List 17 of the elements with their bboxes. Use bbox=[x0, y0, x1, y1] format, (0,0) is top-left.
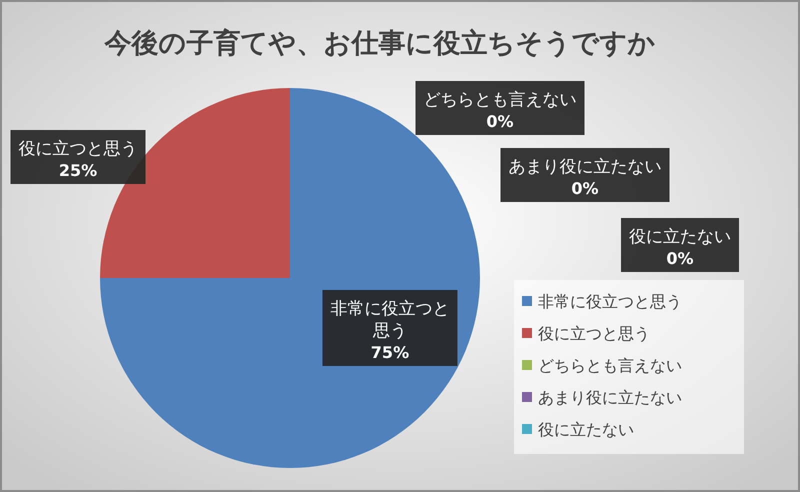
data-label: 75% bbox=[370, 342, 410, 362]
chart-title: 今後の子育てや、お仕事に役立ちそうですか bbox=[104, 28, 656, 59]
legend-label: 役に立たない bbox=[538, 420, 634, 439]
legend-label: どちらとも言えない bbox=[538, 356, 682, 375]
pie-slice bbox=[100, 88, 290, 278]
category-label: あまり役に立たない bbox=[508, 157, 662, 177]
text: 0% bbox=[486, 112, 514, 131]
slice-label: 役に立つと思う bbox=[18, 139, 138, 159]
slice-label: 非常に役立つと思う bbox=[330, 298, 450, 341]
text: 0% bbox=[571, 179, 599, 198]
text: 0% bbox=[666, 249, 694, 268]
category-label: 役に立たない bbox=[629, 227, 731, 247]
legend-label: 非常に役立つと思う bbox=[538, 292, 682, 311]
category-label: どちらとも言えない bbox=[424, 90, 576, 110]
legend-label: 役に立つと思う bbox=[538, 324, 650, 343]
data-label: 25% bbox=[58, 161, 98, 180]
legend-label: あまり役に立たない bbox=[538, 388, 682, 407]
